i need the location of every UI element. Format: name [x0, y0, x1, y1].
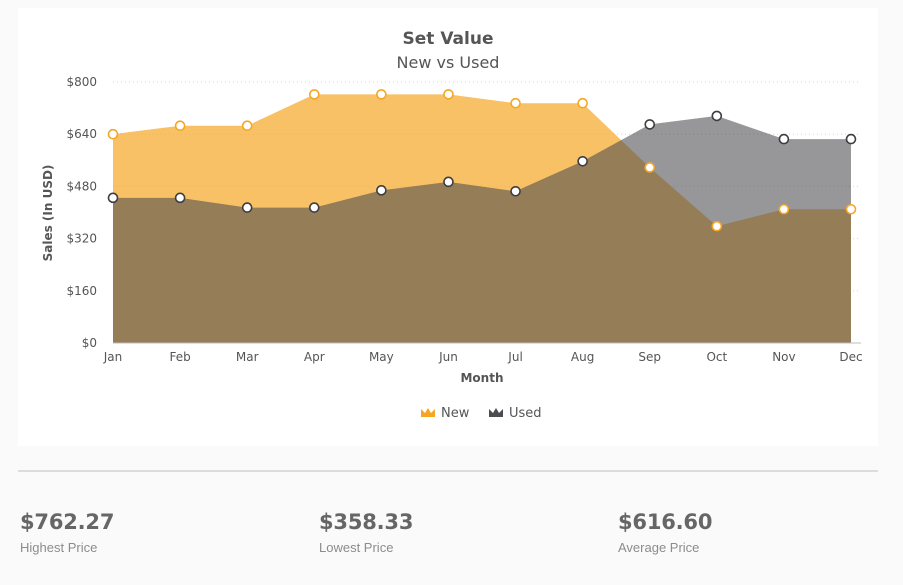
series-new-point: [107, 128, 119, 140]
x-tick-label: Apr: [304, 350, 325, 364]
y-tick-label: $800: [66, 75, 97, 89]
stat-average-price: $616.60 Average Price: [618, 508, 898, 555]
legend-used-icon: [489, 408, 503, 417]
y-tick-label: $640: [66, 127, 97, 141]
series-new-point: [577, 97, 588, 109]
y-tick-label: $320: [66, 232, 97, 246]
series-used-point: [308, 202, 320, 213]
series-used-area: [113, 115, 851, 344]
x-axis-title: Month: [460, 371, 503, 385]
stat-highest-price: $762.27 Highest Price: [20, 508, 300, 555]
series-used-point: [778, 133, 790, 145]
legend-new-label: New: [441, 406, 470, 421]
series-new-point: [376, 89, 387, 100]
series-new-point: [778, 203, 790, 215]
y-tick-label: $480: [66, 179, 97, 193]
x-tick-label: Nov: [772, 350, 795, 364]
x-tick-label: Jan: [103, 350, 123, 364]
series-used-point: [644, 119, 656, 130]
x-tick-label: Aug: [571, 350, 594, 364]
x-tick-label: Oct: [706, 350, 727, 364]
x-tick-label: May: [369, 350, 394, 364]
series-used-point: [241, 202, 253, 213]
x-tick-label: Feb: [169, 350, 190, 364]
series-new-point: [845, 203, 857, 215]
stat-value: $762.27: [20, 510, 115, 534]
series-used-point: [174, 192, 186, 204]
area-chart: Set Value New vs Used $0 $160 $320 $480 $640 $8…: [41, 29, 863, 421]
y-tick-label: $160: [66, 284, 97, 298]
chart-card: Set Value New vs Used $0 $160 $320 $480 $640 $8…: [18, 8, 878, 446]
series-used-point: [577, 155, 588, 167]
series-new-point: [443, 89, 454, 100]
series-new-point: [241, 120, 253, 132]
x-tick-label: Mar: [236, 350, 259, 364]
stat-value: $358.33: [319, 510, 414, 534]
series-new-point: [510, 97, 521, 109]
x-tick-label: Jun: [438, 350, 458, 364]
x-tick-label: Sep: [638, 350, 661, 364]
legend-new-icon: [421, 408, 435, 417]
series-used-point: [443, 176, 454, 188]
series-used-point: [845, 133, 857, 145]
stat-label: Average Price: [618, 540, 700, 555]
series-new-point: [174, 120, 186, 132]
legend-used-label: Used: [509, 406, 542, 421]
chart-subtitle: New vs Used: [397, 53, 500, 72]
series-new-point: [308, 89, 320, 100]
stat-label: Lowest Price: [319, 540, 394, 555]
series-new-point: [711, 220, 723, 232]
x-tick-label: Jul: [507, 350, 522, 364]
divider: [18, 470, 878, 472]
stat-label: Highest Price: [20, 540, 98, 555]
series-used-point: [510, 185, 521, 197]
series-used-point: [711, 110, 723, 122]
chart-title: Set Value: [403, 29, 494, 49]
y-axis-title: Sales (In USD): [41, 165, 55, 262]
series-used-point: [376, 185, 387, 196]
series-used-point: [107, 192, 119, 204]
series-new-point: [644, 162, 656, 173]
y-tick-label: $0: [82, 336, 97, 350]
stat-lowest-price: $358.33 Lowest Price: [319, 508, 599, 555]
stat-value: $616.60: [618, 510, 713, 534]
x-tick-label: Dec: [839, 350, 862, 364]
